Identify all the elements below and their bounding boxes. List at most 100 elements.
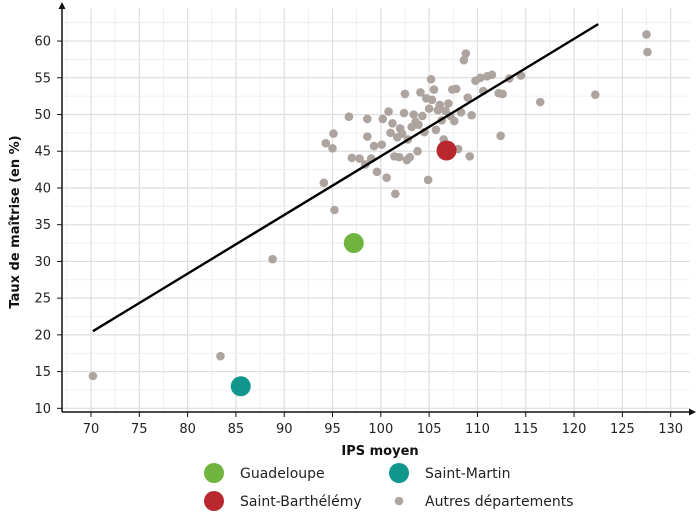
department-point: [431, 125, 441, 135]
department-point: [378, 114, 388, 124]
y-tick-label: 55: [34, 71, 51, 86]
department-point: [363, 114, 372, 124]
department-point: [463, 93, 473, 102]
y-axis-arrow: [58, 2, 66, 9]
legend-label: Saint-Barthélémy: [240, 494, 362, 510]
department-point: [498, 89, 507, 99]
department-point: [363, 132, 372, 141]
department-point: [642, 30, 651, 39]
department-point: [414, 120, 423, 130]
department-point: [591, 90, 600, 99]
legend-marker: [204, 491, 224, 511]
department-point: [451, 84, 461, 94]
x-tick-label: 125: [610, 422, 635, 437]
department-point: [487, 70, 497, 80]
department-point: [449, 116, 459, 126]
x-tick-label: 85: [228, 422, 245, 437]
department-point: [423, 175, 433, 185]
x-axis-title: IPS moyen: [341, 444, 418, 459]
department-point: [372, 167, 382, 177]
department-point: [394, 152, 404, 162]
regression-line: [92, 23, 599, 333]
y-tick-label: 30: [34, 255, 51, 270]
department-point: [405, 152, 415, 162]
department-point: [476, 73, 485, 83]
legend-item: Autres départements: [394, 494, 573, 510]
x-tick-label: 130: [658, 422, 683, 437]
department-point: [330, 205, 339, 215]
y-axis-title: Taux de maîtrise (en %): [8, 135, 23, 308]
department-point: [319, 178, 329, 188]
department-point: [347, 153, 357, 163]
department-point: [382, 173, 391, 182]
department-point: [369, 141, 379, 151]
department-point: [344, 112, 354, 122]
legend-item: Saint-Barthélémy: [204, 491, 362, 511]
legend-marker: [204, 463, 224, 483]
legend-label: Saint-Martin: [425, 466, 510, 482]
department-point: [377, 140, 387, 149]
highlight-point: [230, 376, 251, 397]
y-tick-label: 50: [34, 108, 51, 123]
department-point: [461, 49, 471, 58]
department-point: [321, 138, 331, 148]
x-tick-label: 95: [324, 422, 341, 437]
legend-item: Guadeloupe: [204, 463, 325, 483]
department-point: [355, 154, 364, 163]
y-tick-label: 40: [34, 181, 51, 196]
department-point: [413, 146, 422, 156]
x-tick-label: 110: [465, 422, 490, 437]
y-tick-label: 25: [34, 292, 51, 307]
department-point: [444, 99, 453, 108]
legend-label: Autres départements: [425, 494, 573, 510]
department-point: [418, 111, 427, 121]
department-point: [435, 100, 445, 110]
department-point: [268, 254, 277, 264]
regression-line-group: [92, 23, 599, 333]
department-point: [399, 108, 409, 118]
department-point: [400, 89, 410, 99]
legend: Guadeloupe Saint-Martin Saint-Barthélémy Au…: [204, 463, 573, 511]
department-point: [416, 88, 425, 97]
department-point: [88, 371, 98, 381]
department-point: [216, 351, 225, 361]
legend-item: Saint-Martin: [389, 463, 510, 483]
department-point: [409, 110, 418, 119]
y-tick-label: 60: [34, 35, 51, 50]
department-point: [465, 152, 475, 161]
department-point: [496, 131, 505, 141]
x-tick-label: 115: [513, 422, 538, 437]
department-point: [391, 189, 400, 199]
x-tick-labels: 70 75 80 85 90 95 100 105 110 115 120 125 130: [83, 412, 683, 437]
axes: [58, 2, 696, 416]
legend-marker: [389, 463, 409, 483]
x-tick-label: 90: [276, 422, 293, 437]
x-tick-label: 80: [179, 422, 196, 437]
grid-lines: [62, 8, 690, 412]
x-tick-label: 100: [368, 422, 393, 437]
highlight-point: [436, 140, 457, 161]
department-point: [535, 97, 545, 107]
legend-marker: [394, 496, 404, 506]
department-point: [386, 128, 395, 138]
x-tick-label: 70: [83, 422, 100, 437]
department-point: [429, 85, 439, 94]
department-point: [427, 95, 437, 105]
department-point: [397, 129, 407, 138]
x-tick-label: 120: [562, 422, 587, 437]
x-tick-label: 105: [417, 422, 442, 437]
highlight-point: [343, 233, 364, 254]
department-point: [467, 110, 476, 120]
department-point: [388, 119, 397, 128]
department-point: [329, 129, 338, 138]
large-points: [230, 140, 457, 397]
y-tick-label: 45: [34, 145, 51, 160]
y-tick-labels: 10 15 20 25 30 35 40 45 50 55 60: [34, 35, 62, 417]
y-tick-label: 20: [34, 328, 51, 343]
department-point: [328, 143, 337, 153]
y-tick-label: 10: [34, 402, 51, 417]
y-tick-label: 35: [34, 218, 51, 233]
department-point: [426, 74, 436, 84]
y-tick-label: 15: [34, 365, 51, 380]
